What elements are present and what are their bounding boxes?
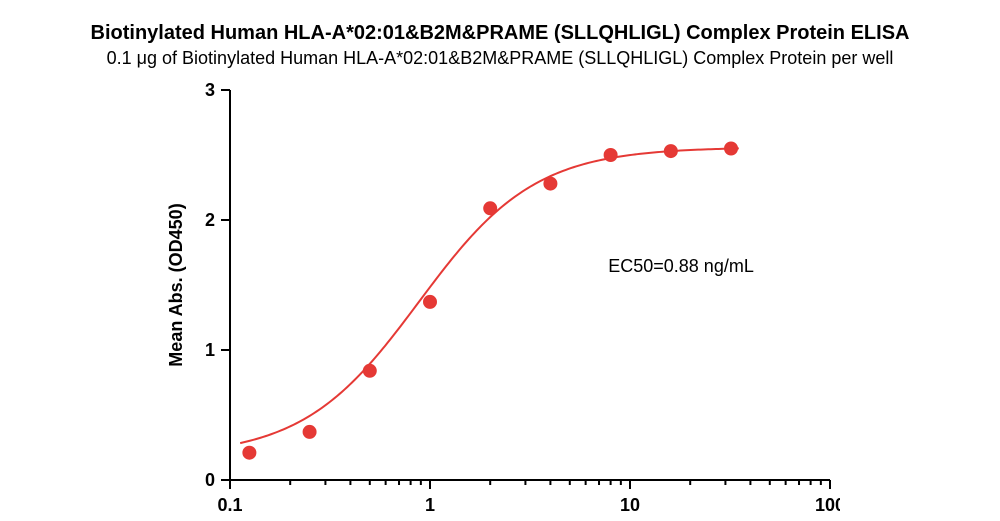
data-point xyxy=(243,446,256,459)
y-axis-label: Mean Abs. (OD450) xyxy=(166,203,186,366)
data-point xyxy=(544,177,557,190)
data-point xyxy=(303,425,316,438)
x-tick-label: 1 xyxy=(425,495,435,515)
y-tick-label: 1 xyxy=(205,340,215,360)
fit-curve xyxy=(240,148,739,443)
ec50-annotation: EC50=0.88 ng/mL xyxy=(608,256,754,276)
y-tick-label: 0 xyxy=(205,470,215,490)
y-tick-label: 2 xyxy=(205,210,215,230)
data-point xyxy=(604,149,617,162)
data-point xyxy=(484,202,497,215)
data-point xyxy=(363,364,376,377)
data-point xyxy=(424,295,437,308)
y-tick-label: 3 xyxy=(205,80,215,100)
data-point xyxy=(725,142,738,155)
x-tick-label: 0.1 xyxy=(217,495,242,515)
elisa-chart: 0 1 2 3 0.1 1 10 100 Mean Abs. (OD450) EC50=0.88 … xyxy=(160,80,840,521)
x-tick-label: 100 xyxy=(815,495,840,515)
chart-subtitle: 0.1 μg of Biotinylated Human HLA-A*02:01… xyxy=(0,48,1000,69)
data-point xyxy=(664,145,677,158)
x-tick-label: 10 xyxy=(620,495,640,515)
figure-container: Biotinylated Human HLA-A*02:01&B2M&PRAME… xyxy=(0,0,1000,521)
chart-title: Biotinylated Human HLA-A*02:01&B2M&PRAME… xyxy=(0,22,1000,45)
